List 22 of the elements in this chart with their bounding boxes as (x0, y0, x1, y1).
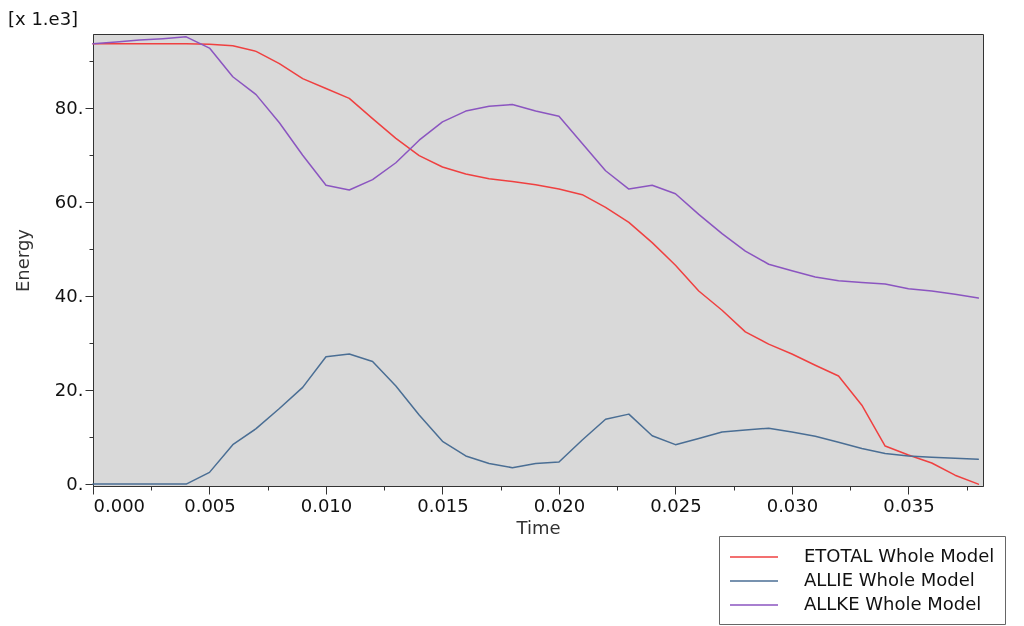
y-tick-label: 60. (54, 190, 84, 212)
line-series (92, 353, 980, 485)
x-tick-label: 0.000 (93, 494, 146, 516)
x-tick-label: 0.005 (184, 494, 236, 516)
text: [x 1.e3] (8, 8, 79, 29)
line-series (92, 36, 980, 299)
x-tick-label: 0.035 (883, 494, 935, 516)
x-tick-label: 0.030 (766, 494, 819, 516)
y-tick-label: 80. (54, 96, 84, 118)
y-axis-title: Energy (11, 228, 33, 293)
x-axis-title: Time (515, 516, 561, 538)
x-tick-label: 0.020 (533, 494, 586, 516)
y-tick-label: 20. (54, 378, 84, 400)
line-series (92, 43, 980, 485)
x-tick-label: 0.025 (650, 494, 702, 516)
x-tick-label: 0.010 (300, 494, 353, 516)
legend-label: ETOTAL Whole Model (804, 545, 995, 566)
legend-label: ALLIE Whole Model (804, 569, 975, 590)
x-tick-label: 0.015 (417, 494, 469, 516)
y-tick-label: 0. (66, 472, 84, 494)
legend-label: ALLKE Whole Model (804, 593, 982, 614)
y-tick-label: 40. (54, 284, 84, 306)
